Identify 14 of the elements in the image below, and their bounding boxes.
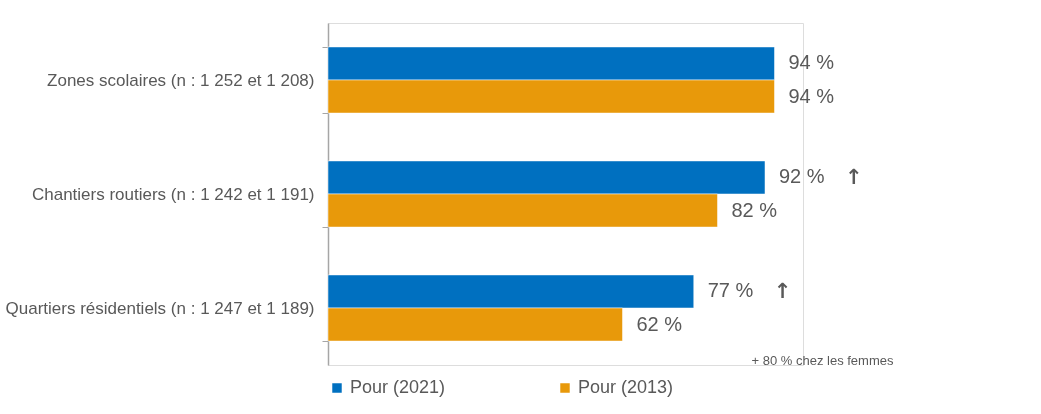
y-tick-label: Chantiers routiers (n : 1 242 et 1 191) (31, 184, 315, 204)
data-label: 92 % (779, 165, 825, 188)
y-tick-label: Zones scolaires (n : 1 252 et 1 208) (47, 70, 315, 90)
y-tick-label: Quartiers résidentiels (n : 1 247 et 1 189) (5, 298, 315, 318)
data-label: 94 % (788, 84, 835, 107)
data-label: 82 % (731, 198, 778, 221)
annotation: ↑ (773, 279, 792, 304)
data-label: 77 % (707, 279, 754, 302)
data-label: 94 % (788, 51, 835, 74)
data-label: 62 % (636, 312, 683, 335)
legend-label: Pour (2021) (350, 377, 446, 397)
text: ↑ (845, 165, 863, 190)
legend-label: Pour (2013) (578, 377, 674, 397)
annotation: + 80 % chez les femmes (751, 353, 894, 369)
